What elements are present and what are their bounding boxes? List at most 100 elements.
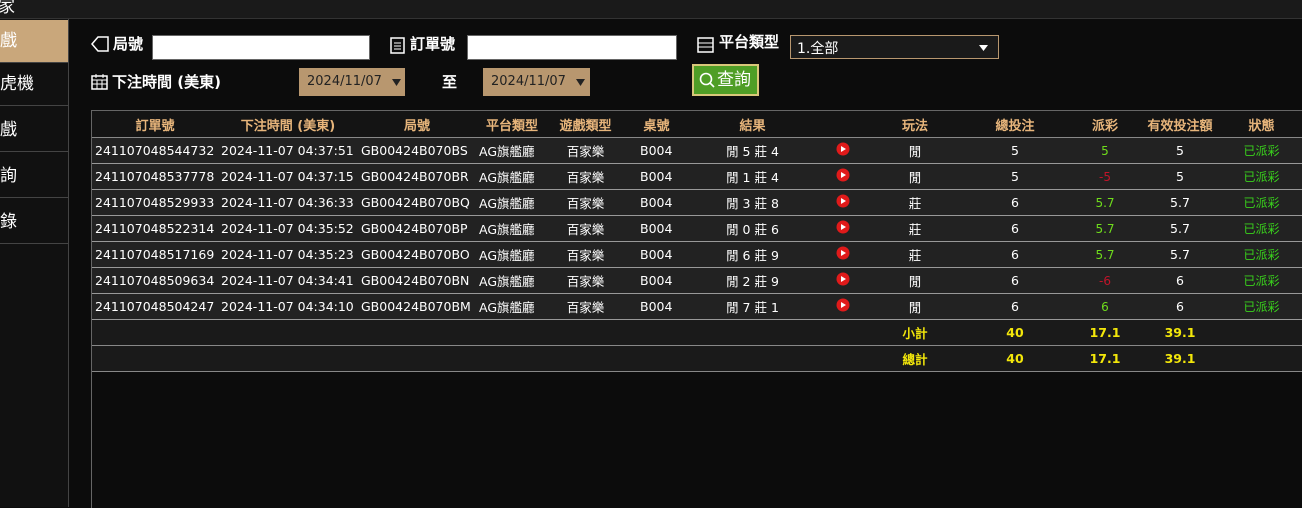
- sidebar-item[interactable]: 錄: [0, 201, 68, 244]
- cell: 5.7: [1140, 241, 1220, 268]
- cell: 已派彩: [1220, 267, 1302, 294]
- cell: 百家樂: [548, 163, 623, 190]
- cell: GB00424B070BR: [358, 163, 476, 190]
- cell: 閒 2 莊 9: [690, 267, 815, 294]
- cell: 5.7: [1140, 189, 1220, 216]
- cell: 閒: [870, 267, 960, 294]
- cell: 6: [960, 241, 1070, 268]
- cell: GB00424B070BM: [358, 293, 476, 320]
- order-input[interactable]: [467, 35, 677, 60]
- cell: [92, 345, 870, 372]
- video-cell: [815, 241, 870, 268]
- cell: 莊: [870, 215, 960, 242]
- cell: B004: [623, 215, 690, 242]
- column-header: [815, 111, 870, 138]
- video-cell: [815, 163, 870, 190]
- cell: -5: [1070, 163, 1140, 190]
- cell: 百家樂: [548, 189, 623, 216]
- round-input[interactable]: [152, 35, 370, 60]
- cell: [92, 319, 870, 346]
- order-label: 訂單號: [410, 35, 456, 53]
- cell: 百家樂: [548, 267, 623, 294]
- column-header: 玩法: [870, 111, 960, 138]
- play-icon[interactable]: [836, 220, 850, 234]
- column-header: 總投注: [960, 111, 1070, 138]
- video-cell: [815, 267, 870, 294]
- play-icon[interactable]: [836, 246, 850, 260]
- sidebar-item[interactable]: 戲: [0, 20, 68, 63]
- sidebar-item[interactable]: 詢: [0, 155, 68, 198]
- play-icon[interactable]: [836, 272, 850, 286]
- column-header: 平台類型: [476, 111, 548, 138]
- cell: AG旗艦廳: [476, 215, 548, 242]
- cell: 2024-11-07 04:34:10: [218, 293, 358, 320]
- table-row: 241107048529933 2024-11-07 04:36:33 GB0042…: [92, 189, 1302, 216]
- sidebar-item[interactable]: 戲: [0, 109, 68, 152]
- summary-cell: 17.1: [1070, 345, 1140, 372]
- cell: 6: [960, 293, 1070, 320]
- table-row: 241107048509634 2024-11-07 04:34:41 GB0042…: [92, 267, 1302, 294]
- platform-select[interactable]: 1.全部: [790, 35, 999, 59]
- cell: 已派彩: [1220, 293, 1302, 320]
- cell: 5: [960, 163, 1070, 190]
- cell: 百家樂: [548, 293, 623, 320]
- cell: 百家樂: [548, 241, 623, 268]
- play-icon[interactable]: [836, 168, 850, 182]
- cell: 閒 1 莊 4: [690, 163, 815, 190]
- cell: AG旗艦廳: [476, 241, 548, 268]
- cell: 2024-11-07 04:36:33: [218, 189, 358, 216]
- cell: AG旗艦廳: [476, 189, 548, 216]
- bet-table: 訂單號 下注時間 (美東) 局號 平台類型 遊戲類型 桌號 結果 玩法 總投注 派彩 有效投注額 狀態…: [91, 110, 1302, 508]
- summary-row: 小計 40 17.1 39.1: [92, 319, 1302, 346]
- cell: 5: [1070, 137, 1140, 164]
- date-to[interactable]: 2024/11/07: [483, 68, 590, 96]
- cell: GB00424B070BO: [358, 241, 476, 268]
- sidebar-item[interactable]: 虎機: [0, 63, 68, 106]
- cell: B004: [623, 267, 690, 294]
- cell: 莊: [870, 241, 960, 268]
- summary-cell: 總計: [870, 345, 960, 372]
- cell: 5: [960, 137, 1070, 164]
- cell: AG旗艦廳: [476, 267, 548, 294]
- cell: 2024-11-07 04:37:51: [218, 137, 358, 164]
- platform-icon: [697, 37, 714, 53]
- cell: B004: [623, 293, 690, 320]
- cell: 百家樂: [548, 137, 623, 164]
- video-cell: [815, 137, 870, 164]
- summary-cell: 39.1: [1140, 319, 1220, 346]
- summary-cell: 小計: [870, 319, 960, 346]
- cell: 2024-11-07 04:37:15: [218, 163, 358, 190]
- cell: 241107048529933: [92, 189, 218, 216]
- date-from-text: 2024/11/07: [307, 74, 382, 89]
- summary-cell: 40: [960, 345, 1070, 372]
- cell: B004: [623, 189, 690, 216]
- play-icon[interactable]: [836, 298, 850, 312]
- cell: 閒 0 莊 6: [690, 215, 815, 242]
- table: 訂單號 下注時間 (美東) 局號 平台類型 遊戲類型 桌號 結果 玩法 總投注 派彩 有效投注額 狀態…: [92, 111, 1302, 372]
- top-title: 家: [0, 0, 15, 17]
- cell: 閒: [870, 163, 960, 190]
- cell: 閒 5 莊 4: [690, 137, 815, 164]
- select-arrow: [979, 45, 988, 51]
- cell: 241107048517169: [92, 241, 218, 268]
- cell: 5.7: [1140, 215, 1220, 242]
- search-button[interactable]: 查詢: [692, 64, 759, 96]
- to-label: 至: [442, 73, 458, 91]
- cell: AG旗艦廳: [476, 293, 548, 320]
- column-header: 派彩: [1070, 111, 1140, 138]
- play-icon[interactable]: [836, 194, 850, 208]
- cell: 已派彩: [1220, 241, 1302, 268]
- sidebar: 戲虎機戲詢錄: [0, 19, 69, 507]
- date-from[interactable]: 2024/11/07: [299, 68, 405, 96]
- cell: AG旗艦廳: [476, 163, 548, 190]
- cell: GB00424B070BS: [358, 137, 476, 164]
- column-header: 訂單號: [92, 111, 218, 138]
- play-icon[interactable]: [836, 142, 850, 156]
- cell: B004: [623, 137, 690, 164]
- cell: 2024-11-07 04:35:23: [218, 241, 358, 268]
- column-header: 遊戲類型: [548, 111, 623, 138]
- video-cell: [815, 189, 870, 216]
- cell: 241107048522314: [92, 215, 218, 242]
- cell: 5.7: [1070, 241, 1140, 268]
- cell: [1220, 319, 1302, 346]
